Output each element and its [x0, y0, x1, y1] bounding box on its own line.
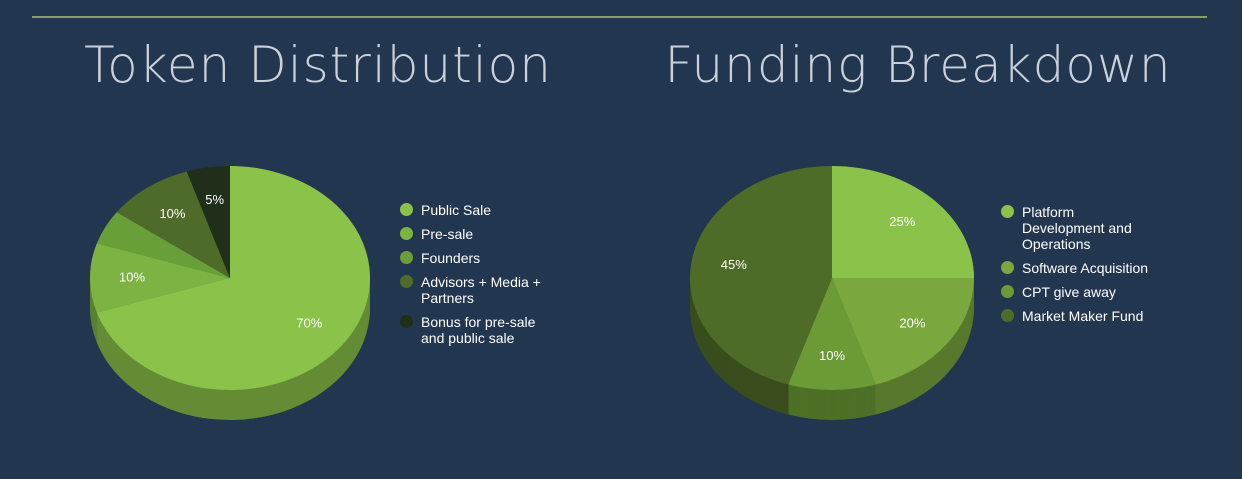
legend-item: CPT give away — [1001, 284, 1151, 300]
legend-swatch — [400, 227, 413, 240]
pie-slice — [689, 166, 832, 385]
chart-title: Funding Breakdown — [664, 36, 1171, 94]
legend-item: Public Sale — [400, 202, 550, 218]
data-label: 45% — [721, 257, 747, 272]
legend-swatch — [400, 203, 413, 216]
legend-label: Public Sale — [421, 202, 492, 218]
legend-swatch — [1001, 309, 1014, 322]
pie-slice — [832, 166, 974, 278]
legend-item: Bonus for pre-sale and public sale — [400, 314, 550, 346]
data-label: 70% — [296, 316, 322, 331]
legend-swatch — [400, 275, 413, 288]
legend-label: Pre-sale — [421, 226, 474, 242]
legend-swatch — [400, 251, 413, 264]
legend-item: Software Acquisition — [1001, 260, 1151, 276]
legend-label: CPT give away — [1022, 284, 1116, 300]
data-label: 5% — [205, 192, 224, 207]
pie-slice — [832, 278, 974, 385]
pie-slice — [116, 171, 230, 278]
legend-swatch — [400, 315, 413, 328]
pie-slice — [96, 212, 231, 278]
pie-slice — [96, 166, 371, 390]
legend: Platform Development and Operations Softw… — [1001, 204, 1151, 324]
legend-swatch — [1001, 285, 1014, 298]
legend-label: Advisors + Media + Partners — [421, 274, 541, 306]
legend-label: Software Acquisition — [1022, 260, 1149, 276]
legend: Public Sale Pre-sale Founders Advisors + Me… — [400, 202, 550, 346]
pie-slice — [186, 166, 230, 278]
pie-slice — [90, 243, 231, 313]
data-label: 25% — [889, 214, 915, 229]
pie-slice — [788, 278, 876, 391]
legend-item: Founders — [400, 250, 550, 266]
legend-swatch — [1001, 261, 1014, 274]
legend-label: Market Maker Fund — [1022, 308, 1144, 324]
legend-item: Market Maker Fund — [1001, 308, 1151, 324]
data-label: 10% — [119, 269, 145, 284]
data-label: 20% — [899, 316, 925, 331]
legend-label: Bonus for pre-sale and public sale — [421, 314, 536, 346]
legend-item: Platform Development and Operations — [1001, 204, 1151, 252]
data-label: 10% — [159, 206, 185, 221]
legend-swatch — [1001, 205, 1014, 218]
data-label: 10% — [819, 348, 845, 363]
chart-title: Token Distribution — [84, 36, 552, 94]
legend-item: Advisors + Media + Partners — [400, 274, 550, 306]
legend-label: Platform Development and Operations — [1022, 204, 1132, 252]
legend-item: Pre-sale — [400, 226, 550, 242]
legend-label: Founders — [421, 250, 481, 266]
